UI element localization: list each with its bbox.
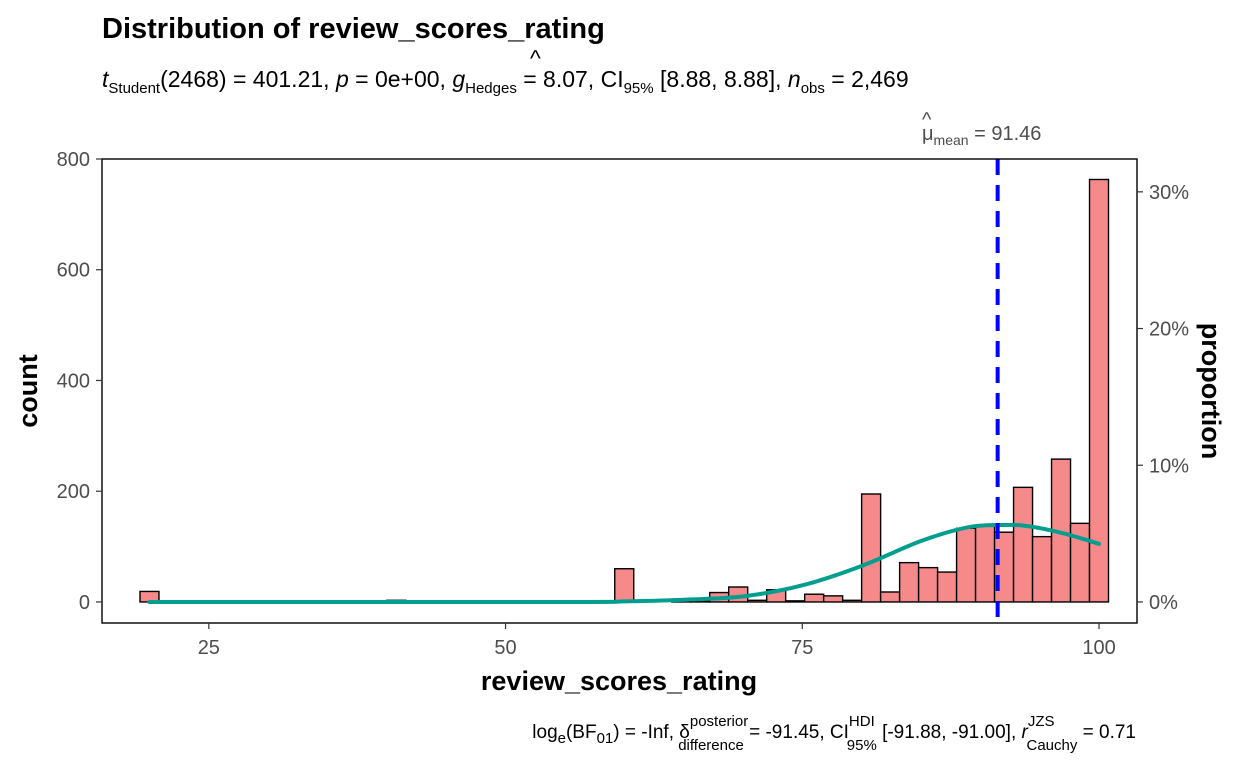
y-tick-label: 800 [57, 149, 90, 171]
histogram-bar [936, 571, 958, 603]
x-tick-label: 25 [198, 637, 220, 659]
histogram-bar [822, 595, 844, 603]
y2-tick-label: 0% [1149, 592, 1178, 614]
y2-axis-title: proportion [1196, 323, 1226, 459]
histogram-bar [841, 599, 863, 603]
histogram-bar [917, 566, 939, 603]
histogram-bar [614, 568, 635, 603]
histogram-bar [898, 561, 920, 603]
histogram-bar [746, 599, 768, 603]
histogram-bar [860, 493, 882, 603]
mean-hat-accent: ^ [922, 109, 932, 131]
histogram-bar [879, 591, 901, 603]
x-axis-title: review_scores_rating [481, 666, 757, 696]
bars-group [139, 178, 1110, 603]
y-tick-label: 0 [79, 592, 90, 614]
histogram-bar [1088, 178, 1110, 603]
histogram-bar [974, 524, 996, 603]
y2-tick-label: 10% [1149, 455, 1189, 477]
density-curve [147, 522, 1102, 605]
chart-subtitle: tStudent(2468) = 401.21, p = 0e+00, gHed… [102, 66, 909, 97]
y-axis-title: count [13, 354, 43, 428]
mean-line-label: μmean = 91.46 [922, 123, 1041, 148]
y2-tick-label: 30% [1149, 182, 1189, 204]
histogram-bar [1012, 486, 1034, 603]
chart-title: Distribution of review_scores_rating [102, 13, 605, 45]
x-tick-label: 100 [1082, 637, 1115, 659]
x-tick-label: 75 [791, 637, 813, 659]
x-tick-label: 50 [494, 637, 516, 659]
hedges-hat-accent: ^ [530, 45, 541, 71]
chart-caption: loge(BF01) = -Inf, δposterior difference … [532, 713, 1136, 754]
y-tick-label: 600 [57, 260, 90, 282]
y2-tick-label: 20% [1149, 319, 1189, 341]
histogram-bar [803, 593, 825, 603]
plot-panel-border [101, 158, 1138, 624]
y-tick-label: 400 [57, 370, 90, 392]
axes-group: 25 50 75 100 0 200 400 600 800 0% 10% 20% 30% [57, 149, 1190, 659]
histogram-bar [993, 531, 1015, 603]
y-tick-label: 200 [57, 481, 90, 503]
histogram-bar [955, 527, 977, 603]
histogram-bar [784, 600, 806, 603]
histogram-bar [1031, 535, 1053, 603]
